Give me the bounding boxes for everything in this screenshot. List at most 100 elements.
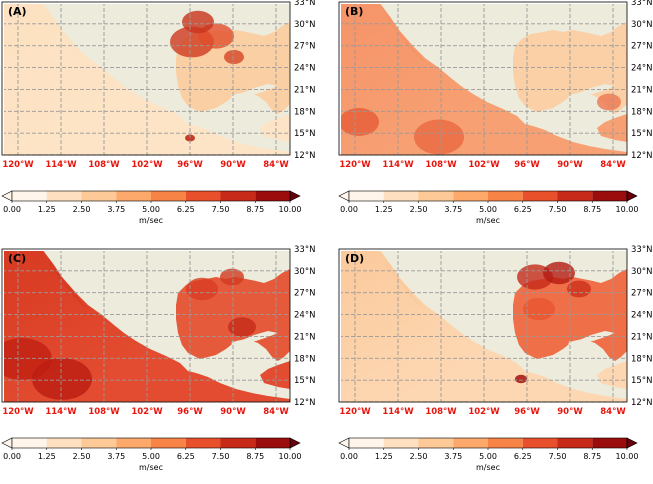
colorbar-tick-label: 2.50 bbox=[73, 205, 91, 214]
gulf-of-california bbox=[48, 12, 88, 62]
latitude-label: 27°N bbox=[294, 42, 315, 52]
longitude-label: 90°W bbox=[220, 407, 246, 417]
map-panel-d: (D) 33°N 30°N 27°N 24°N 21°N 18°N 15°N 12°N 120°W… bbox=[337, 245, 653, 484]
colorbar-tick-label: 5.00 bbox=[479, 452, 497, 461]
yucatan-peninsula bbox=[230, 94, 248, 116]
map-panel-a: (A) 33°N 30°N 27°N 24°N 21°N 18°N 15°N 12°N 120°W… bbox=[0, 0, 326, 237]
colorbar-tick-label: 8.75 bbox=[246, 205, 264, 214]
colorbar-tick-label: 8.75 bbox=[583, 452, 601, 461]
map-panel-b: (B) 33°N 30°N 27°N 24°N 21°N 18°N 15°N 12°N 120°W… bbox=[337, 0, 653, 237]
colorbar-tick-label: 6.25 bbox=[514, 205, 532, 214]
latitude-label: 21°N bbox=[294, 332, 315, 342]
longitude-label: 114°W bbox=[45, 407, 77, 417]
map-svg: (D) 33°N 30°N 27°N 24°N 21°N 18°N 15°N 12°N 120°W… bbox=[338, 245, 652, 472]
colorbar-tick-label: 1.25 bbox=[375, 452, 393, 461]
colorbar-tick-label: 7.50 bbox=[549, 205, 567, 214]
colorbar-tick-label: 7.50 bbox=[549, 452, 567, 461]
colorbar-tick-label: 3.75 bbox=[107, 205, 125, 214]
colorbar-tick-label: 7.50 bbox=[212, 205, 230, 214]
colorbar-segment bbox=[46, 191, 82, 201]
gulf-maximum-3 bbox=[220, 268, 244, 286]
gulf-maximum-1 bbox=[597, 93, 621, 111]
longitude-label: 120°W bbox=[2, 160, 34, 170]
latitude-label: 27°N bbox=[631, 42, 652, 52]
colorbar-segment bbox=[383, 191, 419, 201]
colorbar-tick-label: 5.00 bbox=[142, 205, 160, 214]
colorbar-tick-label: 7.50 bbox=[212, 452, 230, 461]
cuba-island bbox=[577, 84, 615, 96]
latitude-label: 15°N bbox=[294, 129, 315, 139]
longitude-label: 108°W bbox=[88, 160, 120, 170]
latitude-label: 24°N bbox=[631, 311, 652, 321]
colorbar-min-extend bbox=[1, 190, 13, 202]
panel-label: (A) bbox=[8, 5, 27, 18]
colorbar: 0.00 1.25 2.50 3.75 5.00 6.25 7.50 8.75 10.00 m/s… bbox=[338, 190, 639, 225]
panel-label: (D) bbox=[345, 252, 364, 265]
latitude-label: 12°N bbox=[294, 398, 315, 408]
latitude-label: 24°N bbox=[631, 64, 652, 74]
latitude-label: 18°N bbox=[631, 354, 652, 364]
colorbar-tick-label: 6.25 bbox=[177, 205, 195, 214]
colorbar-segment bbox=[349, 438, 384, 448]
latitude-label: 30°N bbox=[631, 20, 652, 30]
colorbar-max-extend bbox=[289, 437, 301, 449]
longitude-label: 120°W bbox=[339, 407, 371, 417]
latitude-label: 33°N bbox=[631, 0, 652, 8]
colorbar-min-extend bbox=[338, 190, 350, 202]
wind-maximum-2 bbox=[32, 358, 92, 400]
map-area bbox=[4, 4, 290, 156]
latitude-label: 21°N bbox=[631, 85, 652, 95]
colorbar-unit: m/sec bbox=[139, 216, 163, 225]
latitude-label: 27°N bbox=[294, 289, 315, 299]
colorbar-tick-label: 0.00 bbox=[3, 205, 21, 214]
colorbar-tick-label: 2.50 bbox=[73, 452, 91, 461]
map-frame bbox=[1, 248, 291, 403]
colorbar-tick-label: 10.00 bbox=[616, 452, 639, 461]
map-svg: (A) 33°N 30°N 27°N 24°N 21°N 18°N 15°N 12°N 120°W… bbox=[1, 0, 315, 225]
latitude-label: 18°N bbox=[294, 107, 315, 117]
map-frame bbox=[338, 248, 628, 403]
latitude-label: 12°N bbox=[631, 398, 652, 408]
colorbar-segment bbox=[383, 438, 419, 448]
colorbar-tick-label: 8.75 bbox=[246, 452, 264, 461]
colorbar-tick-label: 8.75 bbox=[583, 205, 601, 214]
colorbar-tick-label: 2.50 bbox=[410, 452, 428, 461]
gulf-maximum-1 bbox=[228, 317, 256, 337]
longitude-label: 96°W bbox=[177, 407, 203, 417]
colorbar-segment bbox=[151, 191, 186, 201]
colorbar-tick-label: 6.25 bbox=[514, 452, 532, 461]
colorbar-segment bbox=[453, 191, 488, 201]
longitude-label: 114°W bbox=[45, 160, 77, 170]
gulf-of-california bbox=[385, 259, 425, 309]
colorbar-tick-label: 1.25 bbox=[38, 205, 56, 214]
colorbar-segment bbox=[418, 438, 454, 448]
longitude-label: 108°W bbox=[88, 407, 120, 417]
latitude-label: 30°N bbox=[631, 267, 652, 277]
latitude-label: 24°N bbox=[294, 64, 315, 74]
colorbar-segment bbox=[488, 191, 523, 201]
map-frame bbox=[338, 1, 628, 156]
colorbar-tick-label: 0.00 bbox=[340, 205, 358, 214]
cuba-island bbox=[240, 331, 278, 343]
colorbar-tick-label: 10.00 bbox=[616, 205, 639, 214]
colorbar-segment bbox=[255, 191, 290, 201]
gulf-maximum-3 bbox=[182, 10, 214, 34]
cuba-island bbox=[577, 331, 615, 343]
colorbar-segment bbox=[116, 438, 151, 448]
colorbar-tick-label: 3.75 bbox=[444, 205, 462, 214]
colorbar-unit: m/sec bbox=[476, 216, 500, 225]
colorbar-segment bbox=[488, 438, 523, 448]
colorbar: 0.00 1.25 2.50 3.75 5.00 6.25 7.50 8.75 10.00 m/s… bbox=[338, 437, 639, 472]
wind-maximum-4 bbox=[515, 374, 527, 384]
panel-label: (C) bbox=[8, 252, 26, 265]
latitude-label: 15°N bbox=[294, 376, 315, 386]
latitude-label: 15°N bbox=[631, 129, 652, 139]
gulf-maximum-2 bbox=[186, 277, 218, 301]
gulf-maximum-3 bbox=[567, 280, 591, 298]
colorbar: 0.00 1.25 2.50 3.75 5.00 6.25 7.50 8.75 10.00 m/s… bbox=[1, 437, 301, 472]
colorbar-segment bbox=[557, 191, 593, 201]
colorbar-min-extend bbox=[338, 437, 350, 449]
colorbar-tick-label: 0.00 bbox=[340, 452, 358, 461]
colorbar-max-extend bbox=[626, 437, 638, 449]
longitude-label: 102°W bbox=[131, 160, 163, 170]
